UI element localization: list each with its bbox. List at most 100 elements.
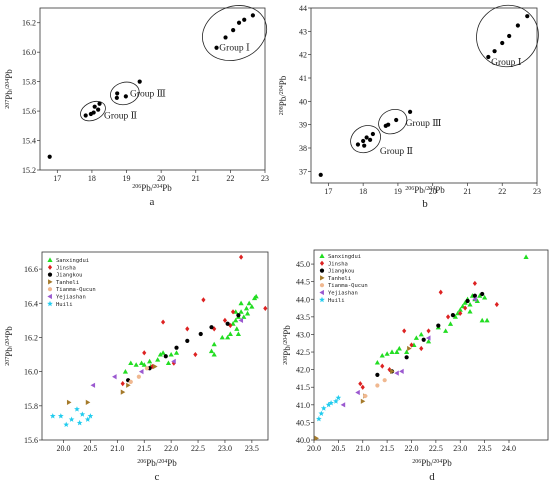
data-point <box>479 317 485 323</box>
data-point <box>222 317 228 323</box>
y-tick-label: 43.5 <box>296 313 310 322</box>
data-point <box>236 20 242 25</box>
x-tick-label: 24.0 <box>502 444 516 453</box>
data-point <box>79 411 86 417</box>
data-point <box>375 372 380 378</box>
data-point <box>223 35 228 40</box>
legend-marker <box>319 253 325 258</box>
y-tick-label: 16.6 <box>24 265 38 274</box>
data-point <box>413 335 419 340</box>
data-point <box>238 317 244 323</box>
x-tick-label: 20.0 <box>307 444 321 453</box>
data-point <box>163 354 168 359</box>
data-point <box>225 321 230 326</box>
data-point <box>136 374 141 379</box>
y-tick-label: 16.2 <box>24 333 38 342</box>
data-point <box>463 305 468 311</box>
data-point <box>407 345 412 352</box>
data-point <box>249 304 255 309</box>
data-point <box>419 345 424 352</box>
data-point <box>211 341 217 347</box>
x-axis-label: 206Pb/204Pb <box>132 183 172 193</box>
data-point <box>147 358 153 364</box>
x-tick-label: 20.5 <box>331 444 345 453</box>
plot-frame <box>39 7 266 171</box>
chart-panel-c: 20.0 20.5 21.0 21.5 22.0 22.5 23.0 23.5 15.6 15.8… <box>4 251 269 483</box>
legend-entry: Huili <box>56 302 73 308</box>
data-point <box>360 384 365 390</box>
data-point <box>230 321 236 326</box>
data-point <box>363 393 368 399</box>
data-point <box>238 300 244 306</box>
legend-marker <box>319 283 325 288</box>
data-point <box>76 419 83 426</box>
data-point <box>138 369 144 375</box>
data-point <box>361 138 366 144</box>
data-point <box>480 291 485 297</box>
y-tick-label: 40.0 <box>296 436 310 445</box>
y-axis-label: 207Pb/204Pb <box>4 69 14 109</box>
plot-frame <box>313 249 549 441</box>
y-tick-label: 40 <box>299 97 307 106</box>
y-tick-label: 15.8 <box>22 78 36 87</box>
data-point <box>214 45 219 50</box>
y-tick-label: 15.4 <box>22 137 36 146</box>
data-point <box>246 300 252 306</box>
data-point <box>472 296 477 302</box>
data-point <box>115 91 120 96</box>
legend-marker <box>47 293 52 300</box>
data-point <box>123 94 128 99</box>
y-tick-label: 43 <box>299 27 307 36</box>
y-tick-label: 38 <box>299 144 307 153</box>
data-point <box>360 398 366 404</box>
x-tick-label: 20.5 <box>83 444 97 453</box>
data-point <box>49 413 56 419</box>
data-point <box>452 314 458 319</box>
group-annotation: Group Ⅰ <box>219 44 250 54</box>
data-point <box>122 369 129 374</box>
x-tick-label: 21.0 <box>356 444 370 453</box>
x-tick-label: 20 <box>429 187 437 196</box>
data-point <box>97 101 102 106</box>
data-point <box>114 95 119 100</box>
data-point <box>171 360 176 366</box>
y-tick-label: 40.5 <box>296 418 310 427</box>
data-point <box>234 326 240 331</box>
data-point <box>233 317 239 323</box>
data-point <box>447 321 454 326</box>
x-tick-label: 22.5 <box>429 444 443 453</box>
data-point <box>515 23 520 28</box>
x-tick-label: 20 <box>157 174 165 183</box>
data-point <box>68 416 75 422</box>
legend-entry: Tanheli <box>56 280 79 286</box>
y-tick-label: 15.2 <box>22 166 36 175</box>
x-tick-label: 22 <box>498 187 506 196</box>
x-tick-label: 23.0 <box>218 444 232 453</box>
data-point <box>340 402 346 408</box>
panel-label: b <box>422 198 428 210</box>
legend-entry: Tianma-Qucun <box>56 287 96 293</box>
panel-label: d <box>429 471 435 483</box>
plot-frame <box>41 251 269 441</box>
data-point <box>90 382 96 388</box>
data-point <box>318 410 325 417</box>
x-tick-label: 22.5 <box>191 444 205 453</box>
data-point <box>212 326 217 332</box>
y-tick-label: 41.0 <box>296 401 310 410</box>
data-point <box>173 350 180 355</box>
data-point <box>445 314 451 320</box>
legend-marker <box>47 264 53 270</box>
data-point <box>96 107 101 112</box>
data-point <box>160 350 166 355</box>
x-tick-label: 22.0 <box>405 444 419 453</box>
data-point <box>390 368 395 374</box>
data-point <box>243 305 250 311</box>
plot-frame <box>310 7 538 184</box>
data-point <box>494 301 499 308</box>
group-ellipse <box>110 81 140 106</box>
data-point <box>472 280 477 287</box>
data-point <box>492 49 497 54</box>
data-point <box>314 435 320 441</box>
legend-entry: Yejiashan <box>56 295 86 301</box>
group-ellipse <box>476 4 539 68</box>
